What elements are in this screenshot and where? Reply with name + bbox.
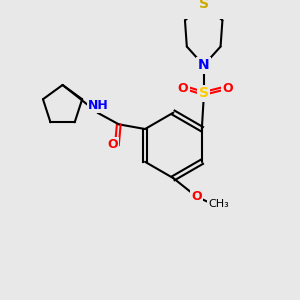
Text: CH₃: CH₃ [208, 200, 229, 209]
Text: O: O [191, 190, 202, 203]
Text: NH: NH [88, 99, 109, 112]
Text: N: N [198, 58, 209, 72]
Text: S: S [199, 0, 209, 11]
Text: O: O [178, 82, 188, 95]
Text: O: O [107, 138, 118, 152]
Text: S: S [199, 86, 209, 100]
Text: O: O [223, 82, 233, 95]
